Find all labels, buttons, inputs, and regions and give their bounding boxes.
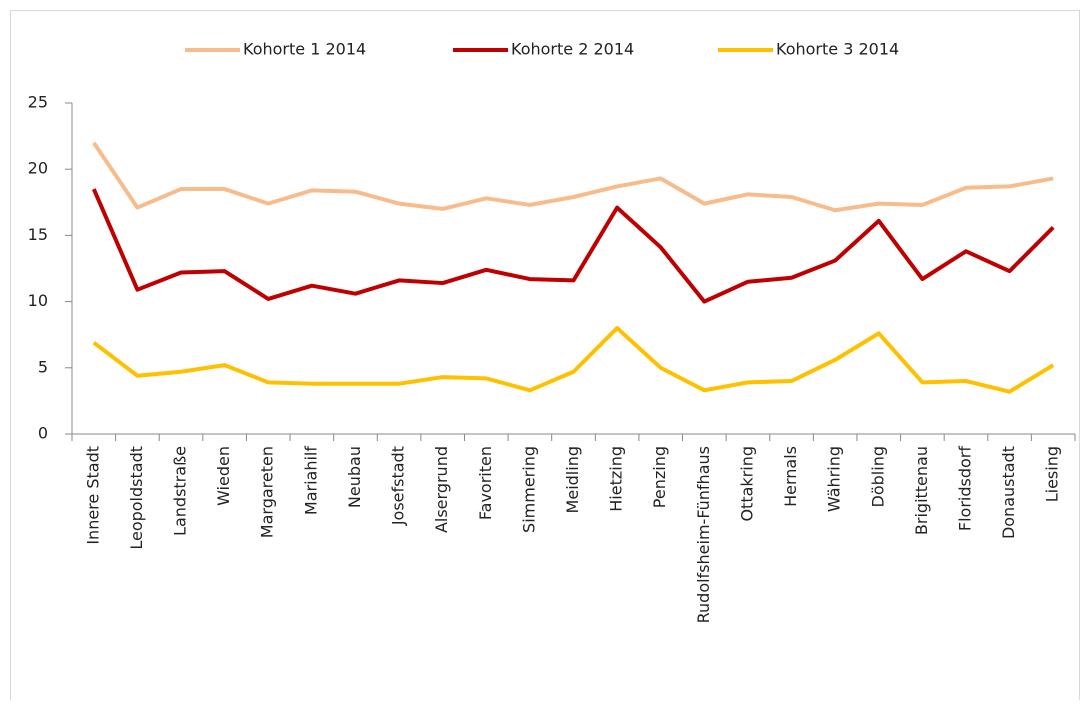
x-tick-label: Hernals: [781, 446, 800, 507]
legend-label: Kohorte 1 2014: [243, 40, 366, 59]
y-tick-label: 5: [38, 357, 48, 376]
series-line: [92, 141, 1054, 213]
x-tick-label: Alsergrund: [432, 446, 451, 533]
x-tick-label: Brigittenau: [912, 446, 931, 535]
y-tick-label: 15: [28, 225, 48, 244]
series-line: [91, 188, 1055, 304]
series-line: [92, 326, 1055, 394]
x-tick-label: Simmering: [519, 446, 538, 533]
y-tick-label: 0: [38, 424, 48, 443]
legend-label: Kohorte 3 2014: [776, 40, 899, 59]
legend-label: Kohorte 2 2014: [511, 40, 634, 59]
x-tick-label: Leopoldstadt: [127, 446, 146, 550]
y-tick-label: 20: [28, 159, 48, 178]
x-tick-label: Neubau: [345, 446, 364, 508]
x-tick-label: Währing: [825, 446, 844, 512]
x-tick-label: Mariahilf: [301, 446, 320, 515]
x-tick-label: Wieden: [214, 446, 233, 506]
x-tick-label: Meidling: [563, 446, 582, 513]
x-tick-label: Josefstadt: [389, 446, 408, 526]
x-tick-label: Rudolfsheim-Fünfhaus: [694, 446, 713, 623]
x-tick-label: Landstraße: [171, 446, 190, 536]
y-tick-label: 25: [28, 93, 48, 112]
y-tick-label: 10: [28, 291, 48, 310]
x-tick-label: Hietzing: [607, 446, 626, 512]
chart-frame: [10, 10, 1080, 704]
x-tick-label: Liesing: [1043, 446, 1062, 502]
x-tick-label: Margareten: [258, 446, 277, 538]
x-tick-label: Innere Stadt: [83, 446, 102, 545]
x-tick-label: Penzing: [650, 446, 669, 508]
x-tick-label: Favoriten: [476, 446, 495, 520]
x-tick-label: Floridsdorf: [955, 446, 974, 531]
x-tick-label: Döbling: [868, 446, 887, 507]
x-tick-label: Ottakring: [737, 446, 756, 522]
x-tick-label: Donaustadt: [999, 446, 1018, 539]
